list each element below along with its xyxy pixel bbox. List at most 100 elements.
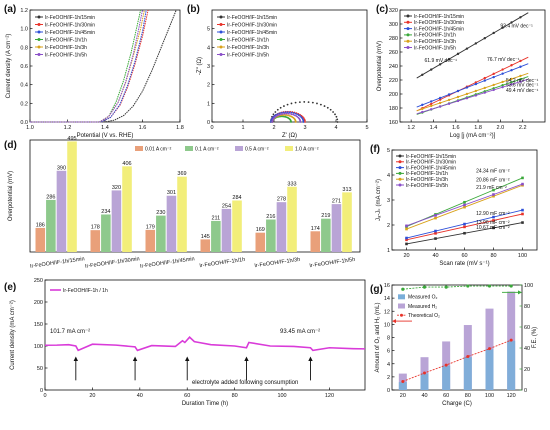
bar-value-label: 219 [321,213,330,219]
nyquist-point-2 [304,121,306,123]
nyquist-point-1 [298,101,301,104]
nyquist-point-3 [302,121,305,123]
cdl-point-1 [405,242,408,246]
x-tick-label: 80 [232,393,238,399]
y-tick-label: 5 [387,148,390,154]
y-tick-label: 5 [207,27,210,33]
fit-line-1 [416,12,529,79]
nyquist-point-1 [294,101,297,104]
x-tick-label: 100 [518,253,527,259]
bar-value-label: 211 [211,215,220,221]
nyquist-point-1 [336,121,339,123]
x-tick-label: 1.2 [407,125,415,131]
legend-entry: Ir-FeOOH/IF-1h/30min [406,160,456,166]
nyquist-point-1 [332,111,334,113]
y-axis-label: -Z'' (Ω) [197,57,203,75]
bar-value-label: 186 [36,222,45,228]
x-tick-label: 1.8 [176,125,184,131]
nyquist-point-1 [319,103,322,106]
x-tick-label: 20 [403,253,409,259]
electrolyte-annotation: electrolyte added following consumption [192,380,298,386]
x-tick-label: 120 [325,393,334,399]
y-tick-label: 0 [387,388,390,394]
cdl-slope-label: 24.34 mF cm⁻² [476,169,510,175]
tafel-point-5 [483,86,486,90]
category-label: Ir-FeOOH/IF-1h/15min [30,256,85,270]
tafel-slope-label: 61.9 mV dec⁻¹ [425,58,458,64]
tafel-point-3 [492,75,495,79]
bar-value-label: 495 [67,136,76,142]
tafel-point-3 [421,103,424,107]
legend-marker [37,15,41,19]
x-tick-label: 40 [432,253,438,259]
nyquist-point-1 [274,111,277,113]
tafel-point-5 [456,95,460,99]
cdl-point-6 [434,214,437,217]
x-tick-label: 100 [277,393,286,399]
bar [156,215,166,252]
nyquist-point-1 [283,105,285,107]
series-line-2 [30,9,149,123]
y2-tick-label: 60 [524,325,530,331]
tafel-point-4 [501,84,504,87]
tafel-point-1 [519,16,522,19]
legend-marker [398,154,402,158]
nyquist-point-6 [285,112,288,115]
x-tick-label: 20 [89,393,95,399]
theoretical-o2-point [466,355,470,359]
cdl-point-1 [521,221,524,224]
panel-e-axes [44,279,366,391]
panel-letter: (b) [187,4,200,15]
bar [342,192,352,252]
tafel-point-1 [438,63,442,66]
nyquist-point-1 [276,108,279,111]
bar-value-label: 333 [287,181,296,187]
nyquist-point-6 [293,114,296,117]
series-line-1 [44,336,366,352]
nyquist-point-5 [294,121,297,123]
tafel-point-5 [421,107,424,111]
legend-entry: Ir-FeOOH/IF-1h/3h [406,177,448,183]
nyquist-point-2 [300,114,303,117]
nyquist-point-6 [299,121,302,123]
y-tick-label: 3 [387,198,390,204]
theoretical-o2-line [402,339,512,382]
legend-swatch [398,303,405,309]
cdl-point-3 [521,208,524,212]
nyquist-point-6 [289,112,291,115]
nyquist-point-3 [292,112,295,114]
cdl-point-1 [492,226,495,230]
cdl-point-5 [463,205,466,209]
tafel-point-6 [519,80,522,83]
nyquist-point-1 [329,108,332,111]
category-label: Ir-FeOOH/IF-1h/3h [254,257,301,269]
nyquist-point-1 [272,113,275,116]
arrow-head [244,356,249,361]
panel-letter: (c) [376,4,388,15]
fit-line-3 [416,63,529,108]
tafel-point-5 [510,77,513,81]
tafel-point-1 [447,57,451,61]
theoretical-o2-point [423,371,426,375]
tafel-point-5 [430,104,433,108]
legend-entry: Ir-FeOOH/IF-1h/3h [45,45,87,51]
nyquist-point-3 [282,111,284,114]
legend-entry: Ir-FeOOH/IF-1h / 1h [63,288,108,294]
legend-entry: Ir-FeOOH/IF-1h/45min [227,30,277,36]
tafel-slope-label: 53.6 mV dec⁻¹ [506,82,539,88]
x-tick-label: 2 [272,125,275,131]
legend-entry: Ir-FeOOH/IF-1h/15min [45,15,95,21]
bar [56,170,67,252]
cdl-point-5 [434,216,437,220]
tafel-point-2 [501,68,504,71]
category-label: Ir-FeOOH/IF-1h/5h [309,257,356,269]
tafel-point-1 [421,73,424,77]
y-tick-label: 280 [389,36,398,42]
y-tick-label: 3 [207,64,210,70]
legend-swatch [235,146,243,151]
y-tick-label: 260 [389,50,398,56]
bar-value-label: 179 [146,224,155,230]
legend-marker [406,39,410,43]
panel-letter: (a) [4,4,16,15]
y-tick-label: 6 [387,349,390,355]
